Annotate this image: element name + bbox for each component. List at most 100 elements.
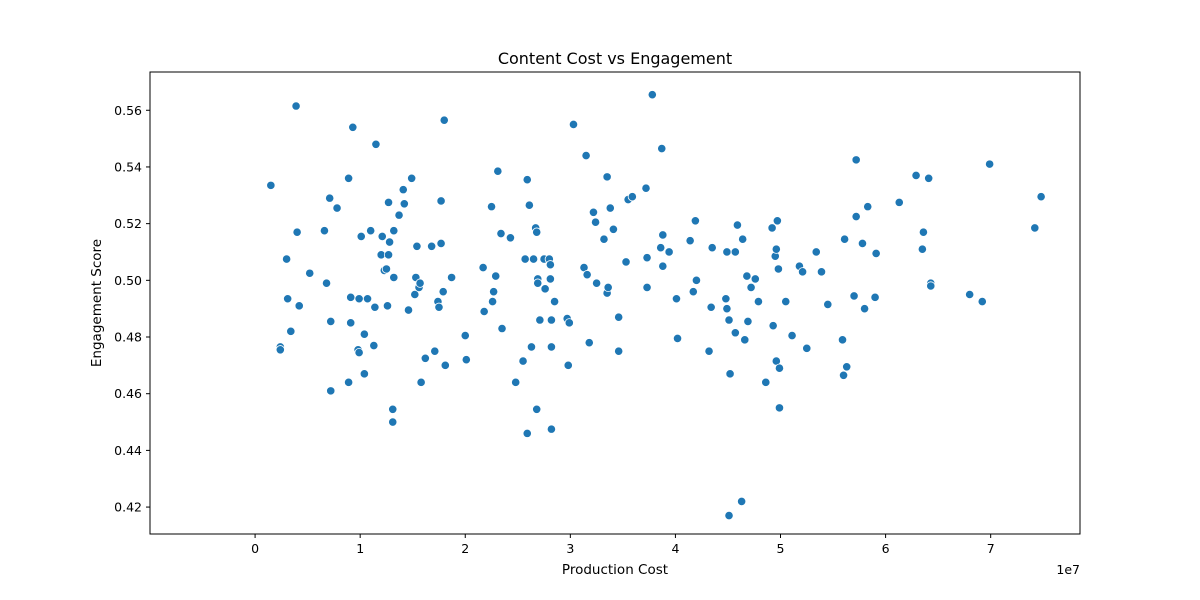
data-point xyxy=(383,250,394,260)
data-point xyxy=(427,241,437,251)
data-point xyxy=(917,244,927,254)
data-point xyxy=(381,264,392,274)
data-point xyxy=(690,216,700,226)
data-point xyxy=(325,193,335,203)
x-tick-label: 3 xyxy=(566,541,574,556)
data-point xyxy=(627,192,637,202)
data-point xyxy=(383,197,394,207)
data-point xyxy=(403,305,414,315)
data-point xyxy=(522,428,532,438)
data-point xyxy=(584,338,594,348)
x-tick-label: 5 xyxy=(777,541,785,556)
data-point xyxy=(434,302,444,312)
data-point xyxy=(546,424,557,434)
data-point xyxy=(911,170,921,181)
data-point xyxy=(750,274,760,284)
data-point xyxy=(366,226,376,236)
data-point xyxy=(857,238,868,249)
data-point xyxy=(326,316,336,327)
data-point xyxy=(590,217,601,227)
data-point xyxy=(582,270,592,280)
plot-area-frame xyxy=(149,71,1081,535)
data-point xyxy=(275,345,285,355)
data-point xyxy=(656,243,666,253)
data-point xyxy=(545,260,555,270)
data-point xyxy=(647,90,657,100)
data-point xyxy=(522,175,532,185)
data-point xyxy=(321,278,332,288)
data-point xyxy=(1036,192,1046,202)
data-point xyxy=(415,278,425,288)
data-point xyxy=(724,510,734,521)
data-point xyxy=(359,329,369,339)
data-point xyxy=(546,315,557,325)
data-point xyxy=(838,370,849,380)
data-point xyxy=(369,340,379,351)
data-point xyxy=(389,226,399,236)
data-point xyxy=(545,274,555,284)
data-point xyxy=(722,304,732,314)
data-point xyxy=(657,143,667,154)
data-point xyxy=(823,299,833,310)
data-point xyxy=(722,247,732,257)
data-point xyxy=(399,199,409,209)
data-point xyxy=(286,326,296,336)
data-point xyxy=(842,362,852,372)
data-point xyxy=(870,292,880,302)
data-point xyxy=(671,294,682,304)
data-point xyxy=(439,115,449,125)
y-tick-label: 0.44 xyxy=(114,443,142,458)
data-point xyxy=(359,369,369,379)
data-point xyxy=(730,328,740,338)
data-point xyxy=(505,233,516,243)
y-axis-label: Engagement Score xyxy=(89,239,105,367)
data-point xyxy=(460,330,470,341)
data-point xyxy=(767,223,777,233)
data-point xyxy=(407,173,417,183)
data-point xyxy=(354,347,364,358)
data-point xyxy=(740,335,750,345)
data-point xyxy=(291,101,301,111)
data-point xyxy=(533,278,543,288)
data-point xyxy=(389,272,399,283)
data-point xyxy=(344,173,354,183)
x-tick-label: 4 xyxy=(671,541,679,556)
data-point xyxy=(816,267,827,277)
data-point xyxy=(1030,223,1040,233)
data-point xyxy=(412,241,422,251)
data-point xyxy=(370,302,380,312)
data-point xyxy=(384,237,395,247)
x-tick-label: 6 xyxy=(882,541,890,556)
data-point xyxy=(707,243,717,253)
data-point xyxy=(564,318,574,328)
chart-title: Content Cost vs Engagement xyxy=(498,49,732,68)
data-point xyxy=(797,267,808,277)
data-point xyxy=(524,200,534,210)
data-point xyxy=(436,238,446,249)
x-axis-offset-label: 1e7 xyxy=(1056,562,1080,577)
data-point xyxy=(851,155,861,165)
data-point xyxy=(362,294,373,304)
data-point xyxy=(520,254,530,264)
data-point xyxy=(382,301,393,311)
data-point xyxy=(730,247,740,257)
data-point xyxy=(642,282,652,293)
data-point xyxy=(526,342,537,352)
data-point xyxy=(688,287,698,297)
data-point xyxy=(371,139,381,149)
data-point xyxy=(774,363,785,373)
data-point xyxy=(849,291,859,301)
data-point xyxy=(563,360,573,370)
points-layer xyxy=(266,90,1046,521)
data-point xyxy=(837,335,848,345)
data-point xyxy=(479,306,489,317)
data-point xyxy=(546,342,557,352)
data-point xyxy=(721,294,731,304)
y-tick-label: 0.42 xyxy=(114,500,142,515)
data-point xyxy=(641,183,651,193)
y-tick-label: 0.50 xyxy=(114,273,142,288)
data-point xyxy=(768,321,778,331)
data-point xyxy=(588,207,599,217)
data-point xyxy=(737,496,747,506)
